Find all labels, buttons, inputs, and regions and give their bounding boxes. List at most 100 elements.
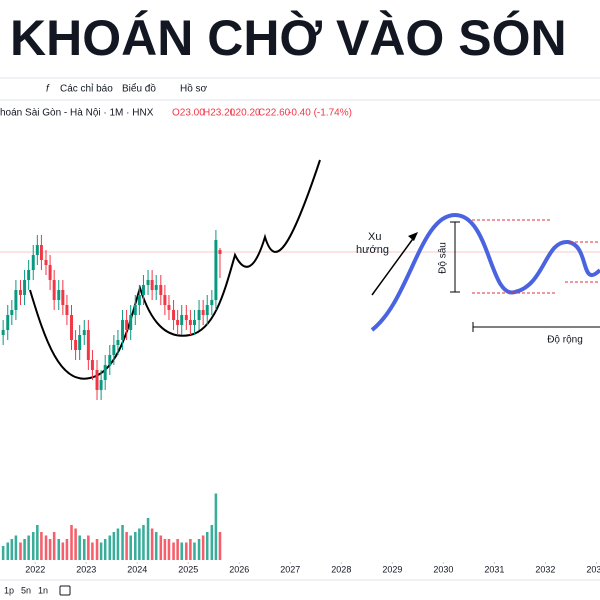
footer: 1p 5n 1n xyxy=(4,585,48,595)
volume-bar xyxy=(6,542,10,560)
candle-body xyxy=(95,370,99,390)
candle-body xyxy=(39,245,43,260)
candle-body xyxy=(90,360,94,370)
title: KHOÁN CHỜ VÀO SÓN xyxy=(10,10,567,66)
volume-bar xyxy=(154,532,158,560)
volume-bar xyxy=(74,528,77,560)
volume-bar xyxy=(108,535,112,560)
volume-bar xyxy=(167,539,171,560)
width-label: Độ rộng xyxy=(547,335,583,346)
volume-bar xyxy=(48,539,52,560)
volume-bar xyxy=(150,528,154,560)
candle-body xyxy=(172,310,176,320)
candle-body xyxy=(31,255,35,270)
change: -0.40 (-1.74%) xyxy=(288,108,352,119)
candle-body xyxy=(27,270,31,280)
volume-bar xyxy=(57,539,61,560)
volume-bar xyxy=(189,539,192,560)
candle-body xyxy=(14,290,18,310)
candle-body xyxy=(192,320,196,325)
volume-bar xyxy=(40,532,43,560)
volume-bar xyxy=(218,532,222,560)
candle-body xyxy=(163,295,167,305)
x-tick-label: 2032 xyxy=(535,564,555,574)
range-button[interactable]: 1p xyxy=(4,585,14,595)
candle-body xyxy=(167,305,171,310)
x-tick-label: 2027 xyxy=(280,564,300,574)
depth-label: Độ sâu xyxy=(438,242,449,274)
volume-bar xyxy=(78,535,81,560)
candle-body xyxy=(125,320,129,330)
candle-body xyxy=(205,305,209,315)
candle-body xyxy=(214,240,218,300)
chart-button[interactable]: Biểu đồ xyxy=(122,83,156,95)
volume-bar xyxy=(10,539,14,560)
fx-icon: f xyxy=(46,84,50,95)
range-button[interactable]: 1n xyxy=(38,585,48,595)
volume-bar xyxy=(1,546,5,560)
volume-bar xyxy=(138,528,141,560)
candle-body xyxy=(70,315,74,340)
indicators-button[interactable]: Các chỉ báo xyxy=(60,83,113,95)
ohlc-open: O23.00 xyxy=(172,108,205,119)
volume-bar xyxy=(142,525,145,560)
volume-bar xyxy=(180,542,183,560)
volume-bar xyxy=(36,525,39,560)
candle-body xyxy=(108,355,112,365)
volume-bar xyxy=(87,535,90,560)
arrow-head xyxy=(408,232,418,241)
candle-body xyxy=(74,340,78,350)
x-tick-label: 2022 xyxy=(25,564,45,574)
volume-bar xyxy=(44,535,48,560)
candle-body xyxy=(52,280,56,300)
x-tick-label: 2023 xyxy=(76,564,96,574)
volume-bar xyxy=(70,525,73,560)
calendar-icon[interactable] xyxy=(59,585,71,596)
candle-body xyxy=(61,290,65,305)
candle-body xyxy=(116,340,120,345)
volume-bar xyxy=(91,542,94,560)
volume-bar xyxy=(27,535,30,560)
candle-body xyxy=(82,330,86,335)
candle-body xyxy=(78,335,82,350)
candle-body xyxy=(44,260,48,265)
toolbar xyxy=(0,79,600,99)
candle-body xyxy=(65,305,69,315)
cup-drawing xyxy=(29,159,321,380)
candle-body xyxy=(112,345,116,355)
volume-bar xyxy=(163,539,167,560)
candle-body xyxy=(218,250,222,254)
trend-label: Xu hướng xyxy=(356,231,389,256)
candle-body xyxy=(129,315,133,330)
volume-bar xyxy=(31,532,35,560)
range-button[interactable]: 5n xyxy=(21,585,31,595)
candle-body xyxy=(10,310,14,315)
candle-body xyxy=(159,285,163,295)
volume-bar xyxy=(193,542,196,560)
volume-bar xyxy=(146,518,150,560)
candle-body xyxy=(188,320,192,325)
volume-bar xyxy=(205,532,209,560)
candle-body xyxy=(99,380,103,390)
volume-bar xyxy=(52,532,56,560)
candle-body xyxy=(6,315,10,330)
candle-body xyxy=(86,330,90,360)
candle-body xyxy=(57,290,61,300)
volume-bar xyxy=(19,542,22,560)
volume-bar xyxy=(65,539,69,560)
profile-button[interactable]: Hồ sơ xyxy=(180,83,208,95)
ohlc-close: C22.60 xyxy=(258,108,291,119)
candle-body xyxy=(137,295,141,305)
volume-bar xyxy=(23,539,26,560)
x-tick-label: 2031 xyxy=(484,564,504,574)
candle-body xyxy=(197,310,201,320)
volume-bar xyxy=(95,539,99,560)
volume-bar xyxy=(61,542,65,560)
volume-bar xyxy=(159,535,163,560)
volume-bar xyxy=(201,535,205,560)
volume-bar xyxy=(121,525,124,560)
candle-body xyxy=(176,320,180,325)
x-tick-label: 2029 xyxy=(382,564,402,574)
